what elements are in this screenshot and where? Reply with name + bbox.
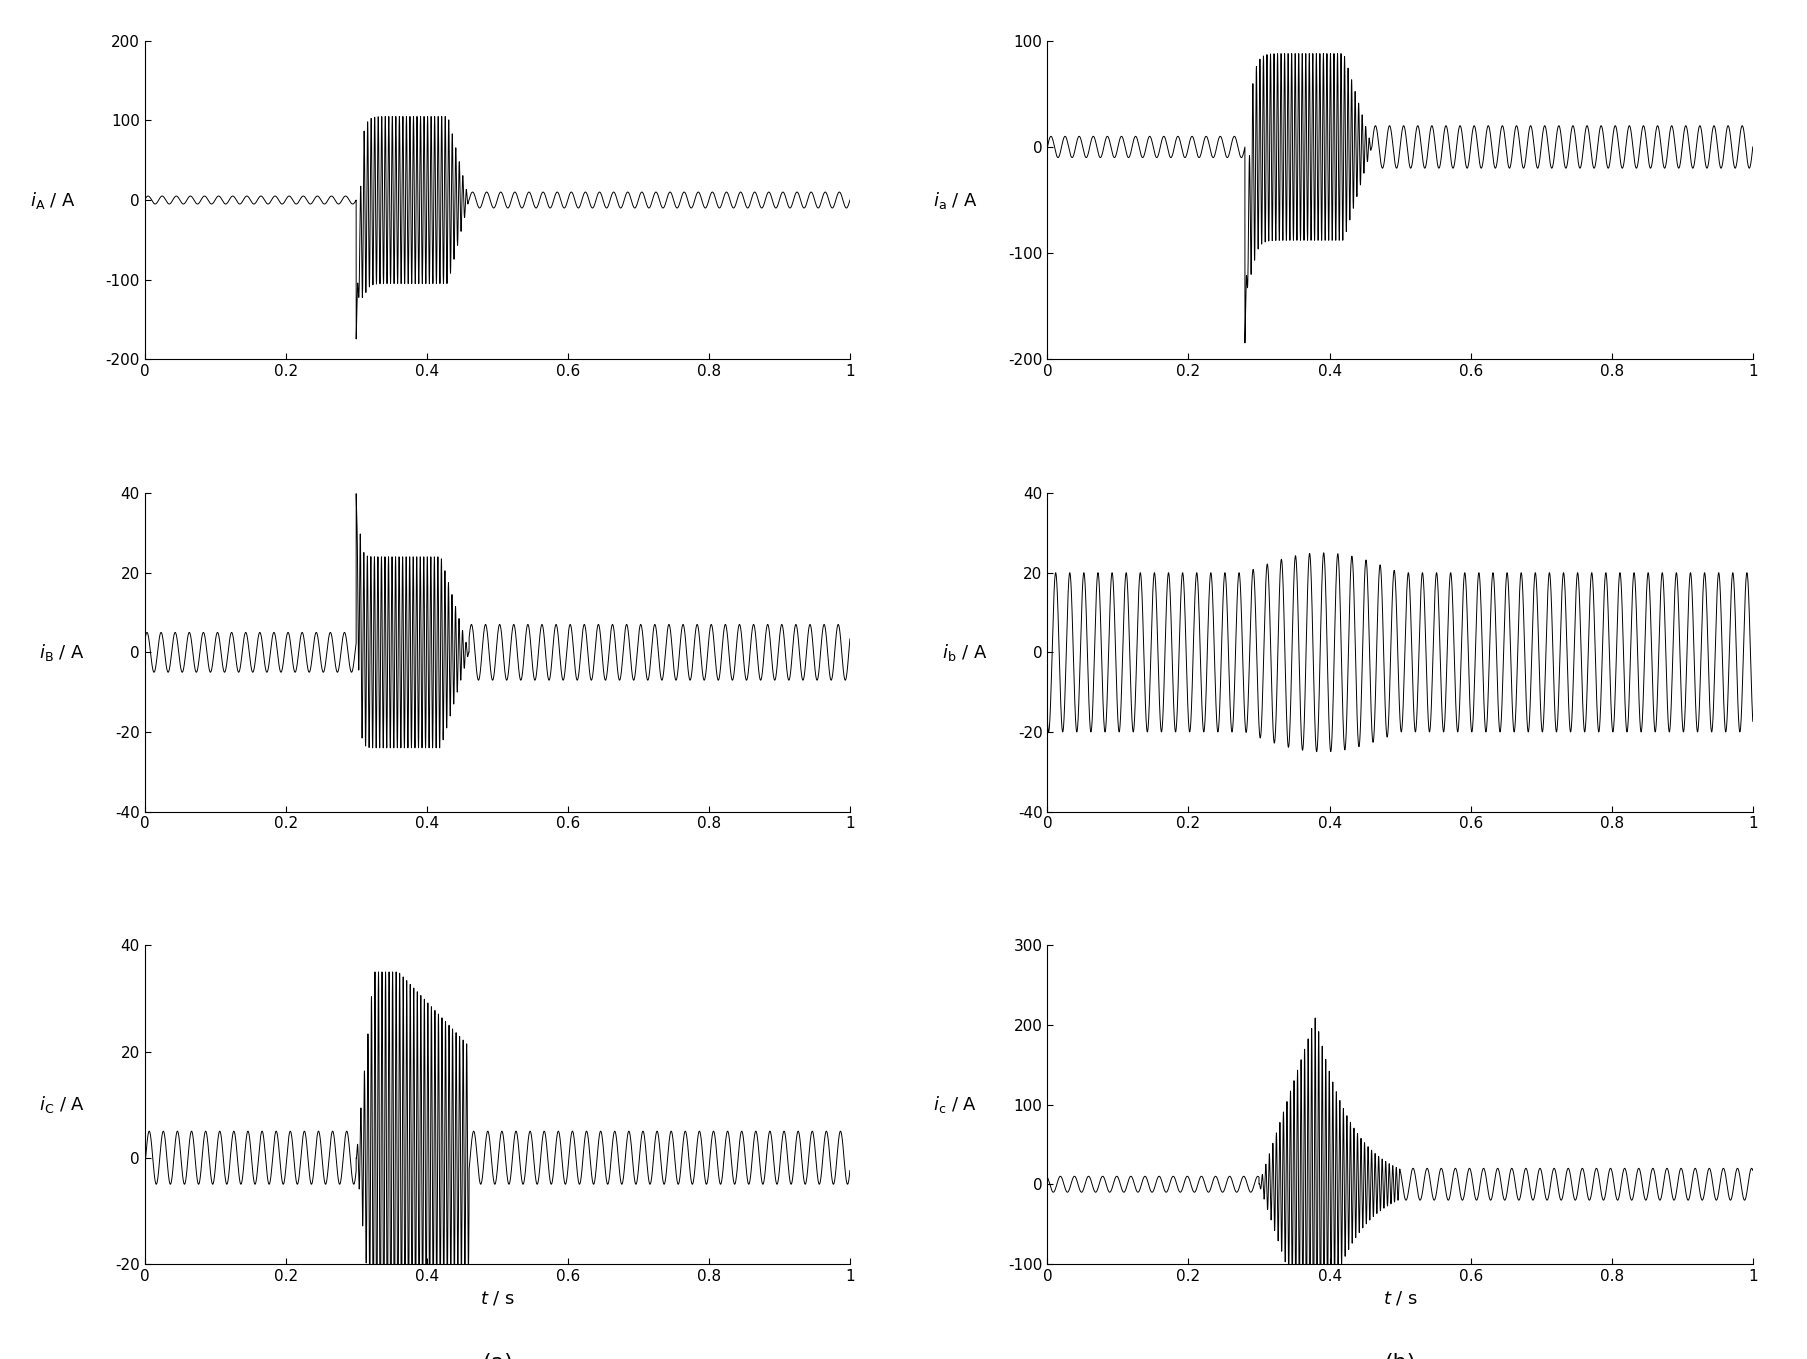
Y-axis label: $i_\mathrm{b}$ / A: $i_\mathrm{b}$ / A: [943, 641, 988, 663]
Text: (b): (b): [1384, 1354, 1417, 1359]
X-axis label: $t$ / s: $t$ / s: [1382, 1290, 1418, 1307]
Y-axis label: $i_\mathrm{C}$ / A: $i_\mathrm{C}$ / A: [40, 1094, 85, 1116]
Text: (a): (a): [482, 1354, 513, 1359]
Y-axis label: $i_\mathrm{B}$ / A: $i_\mathrm{B}$ / A: [40, 641, 85, 663]
Y-axis label: $i_\mathrm{A}$ / A: $i_\mathrm{A}$ / A: [29, 189, 76, 211]
Y-axis label: $i_\mathrm{c}$ / A: $i_\mathrm{c}$ / A: [934, 1094, 978, 1116]
Y-axis label: $i_\mathrm{a}$ / A: $i_\mathrm{a}$ / A: [932, 189, 978, 211]
X-axis label: $t$ / s: $t$ / s: [479, 1290, 515, 1307]
